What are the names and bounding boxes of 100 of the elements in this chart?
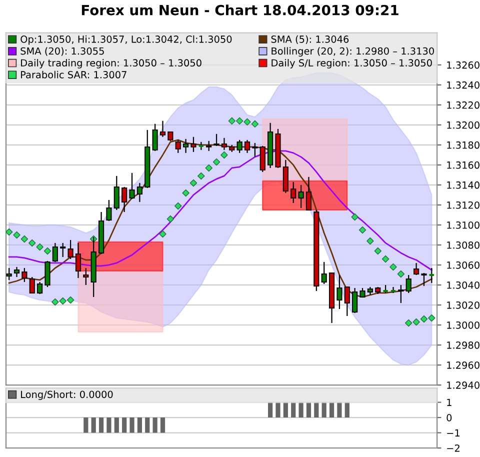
legend-label: SMA (5): 1.3046 bbox=[271, 35, 349, 44]
point bbox=[374, 247, 382, 255]
candlestick bbox=[190, 136, 196, 152]
candlestick bbox=[252, 142, 258, 158]
y-tick-label: 1.3220 bbox=[447, 101, 480, 109]
point bbox=[351, 213, 358, 221]
candlestick bbox=[398, 284, 404, 304]
y-tick-label: 1.2960 bbox=[447, 361, 480, 369]
candlestick bbox=[183, 138, 189, 154]
candlestick bbox=[68, 239, 74, 260]
point bbox=[205, 164, 212, 172]
candlestick bbox=[37, 281, 43, 295]
point bbox=[397, 270, 405, 278]
y-tick-label: 1.3140 bbox=[447, 181, 480, 189]
legend-label: Op:1.3050, Hi:1.3057, Lo:1.3042, Cl:1.3050 bbox=[20, 35, 232, 45]
candlestick bbox=[214, 133, 220, 146]
candlestick bbox=[298, 184, 304, 209]
legend-label: Parabolic SAR: 1.3007 bbox=[21, 70, 126, 78]
legend-label: Long/Short: 0.0000 bbox=[21, 390, 113, 400]
candlestick bbox=[336, 274, 342, 310]
legend-label: Daily trading region: 1.3050 – 1.3050 bbox=[21, 59, 202, 68]
candlestick bbox=[290, 181, 296, 204]
candlestick bbox=[114, 175, 120, 211]
candlestick bbox=[60, 242, 66, 258]
y-tick-label: 1.3240 bbox=[447, 81, 480, 89]
candlestick bbox=[244, 139, 250, 154]
candlestick bbox=[428, 267, 435, 284]
point bbox=[174, 202, 182, 210]
point bbox=[13, 231, 20, 239]
candlestick bbox=[122, 186, 128, 213]
candlestick bbox=[344, 286, 350, 317]
legend-label: SMA (20): 1.3055 bbox=[20, 47, 104, 56]
y-tick-label: 1.2980 bbox=[447, 341, 480, 349]
point bbox=[358, 226, 366, 234]
point bbox=[44, 247, 52, 255]
point bbox=[182, 189, 190, 197]
candlestick bbox=[421, 272, 427, 287]
candlestick bbox=[206, 140, 212, 152]
y-tick-label: 1.3200 bbox=[447, 121, 480, 129]
point bbox=[244, 118, 251, 126]
candlestick bbox=[321, 261, 327, 285]
candlestick bbox=[221, 137, 227, 150]
candlestick bbox=[83, 267, 89, 286]
point bbox=[420, 315, 428, 323]
point bbox=[220, 151, 228, 159]
point bbox=[198, 172, 205, 180]
point bbox=[390, 263, 397, 271]
point bbox=[366, 237, 374, 245]
candlestick bbox=[406, 274, 412, 294]
y-tick-label: 0 bbox=[446, 414, 452, 422]
point bbox=[36, 243, 44, 251]
y-tick-label: 1.3120 bbox=[447, 201, 480, 209]
candlestick bbox=[14, 266, 20, 278]
y-tick-label: −2 bbox=[447, 444, 460, 452]
y-tick-label: 1.3160 bbox=[447, 161, 480, 169]
candlestick bbox=[22, 267, 28, 283]
point bbox=[228, 117, 236, 125]
point bbox=[20, 235, 28, 243]
y-tick-label: 1.3180 bbox=[447, 141, 480, 149]
candlestick bbox=[136, 182, 142, 203]
point bbox=[159, 230, 166, 238]
candlestick bbox=[360, 287, 366, 298]
y-tick-label: 1.3080 bbox=[447, 241, 480, 249]
candlestick bbox=[129, 172, 135, 200]
point bbox=[28, 239, 36, 247]
point bbox=[382, 255, 390, 263]
y-tick-label: 1.3020 bbox=[447, 301, 480, 309]
y-tick-label: 1.3000 bbox=[447, 321, 480, 329]
point bbox=[251, 120, 259, 128]
legend-label: Bollinger (20, 2): 1.2980 – 1.3130 bbox=[272, 47, 434, 57]
chart-title: Forex um Neun - Chart 18.04.2013 09:21 bbox=[82, 4, 398, 16]
point bbox=[190, 179, 198, 187]
candlestick bbox=[175, 139, 181, 154]
point bbox=[212, 158, 220, 166]
y-tick-label: −1 bbox=[447, 429, 460, 436]
legend-label: Daily S/L region: 1.3050 – 1.3050 bbox=[272, 59, 432, 68]
y-tick-label: 1 bbox=[447, 398, 452, 406]
candlestick bbox=[52, 242, 58, 263]
candlestick bbox=[44, 260, 50, 288]
y-tick-label: 1.3260 bbox=[447, 61, 480, 69]
point bbox=[428, 314, 436, 322]
y-tick-label: 1.3040 bbox=[447, 281, 480, 289]
candlestick bbox=[414, 262, 420, 276]
candlestick bbox=[236, 139, 242, 154]
point bbox=[412, 318, 420, 326]
candlestick bbox=[306, 176, 312, 211]
candlestick bbox=[75, 242, 82, 279]
candlestick bbox=[160, 120, 166, 138]
point bbox=[405, 319, 412, 327]
y-tick-label: 1.3100 bbox=[447, 221, 480, 229]
y-tick-label: 1.3060 bbox=[447, 261, 480, 269]
point bbox=[166, 215, 174, 223]
candlestick bbox=[106, 199, 112, 222]
candlestick bbox=[168, 131, 174, 142]
candlestick bbox=[260, 145, 266, 173]
point bbox=[52, 298, 59, 306]
point bbox=[236, 117, 244, 125]
point bbox=[66, 296, 74, 304]
candlestick bbox=[6, 267, 12, 281]
point bbox=[6, 228, 13, 236]
